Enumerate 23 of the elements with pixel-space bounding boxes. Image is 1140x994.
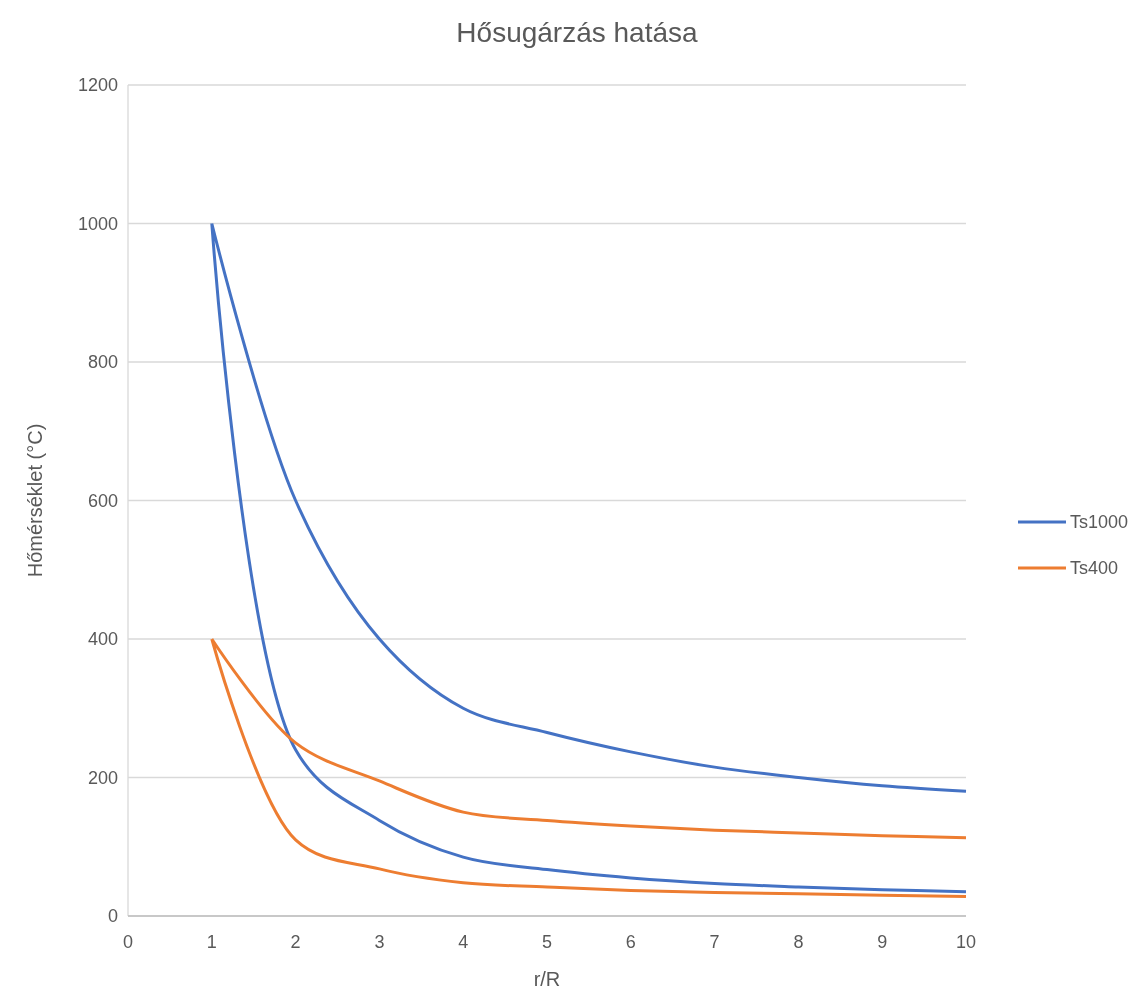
x-tick-label: 1 <box>206 932 217 952</box>
y-tick-label: 1000 <box>77 213 118 234</box>
legend-label: Ts400 <box>1070 558 1119 579</box>
chart-title: Hősugárzás hatása <box>456 17 699 48</box>
y-tick-label: 400 <box>87 629 118 650</box>
x-tick-label: 4 <box>458 932 469 952</box>
legend-label: Ts1000 <box>1070 512 1129 533</box>
x-axis-title: r/R <box>533 968 561 990</box>
x-tick-label: 3 <box>374 932 385 952</box>
x-tick-label: 5 <box>541 932 553 952</box>
x-tick-label: 2 <box>290 932 301 952</box>
y-tick-label: 600 <box>87 490 118 511</box>
x-tick-label: 7 <box>709 932 720 952</box>
x-tick-label: 10 <box>955 932 977 952</box>
x-tick-label: 9 <box>877 932 888 952</box>
x-tick-label: 6 <box>625 932 636 952</box>
x-tick-label: 8 <box>793 932 804 952</box>
y-tick-label: 1200 <box>77 75 118 96</box>
x-tick-label: 0 <box>122 932 134 952</box>
y-tick-label: 800 <box>87 352 118 373</box>
y-axis-title: Hőmérséklet (°C) <box>24 423 46 578</box>
y-tick-label: 200 <box>87 767 118 788</box>
y-tick-label: 0 <box>107 906 118 927</box>
